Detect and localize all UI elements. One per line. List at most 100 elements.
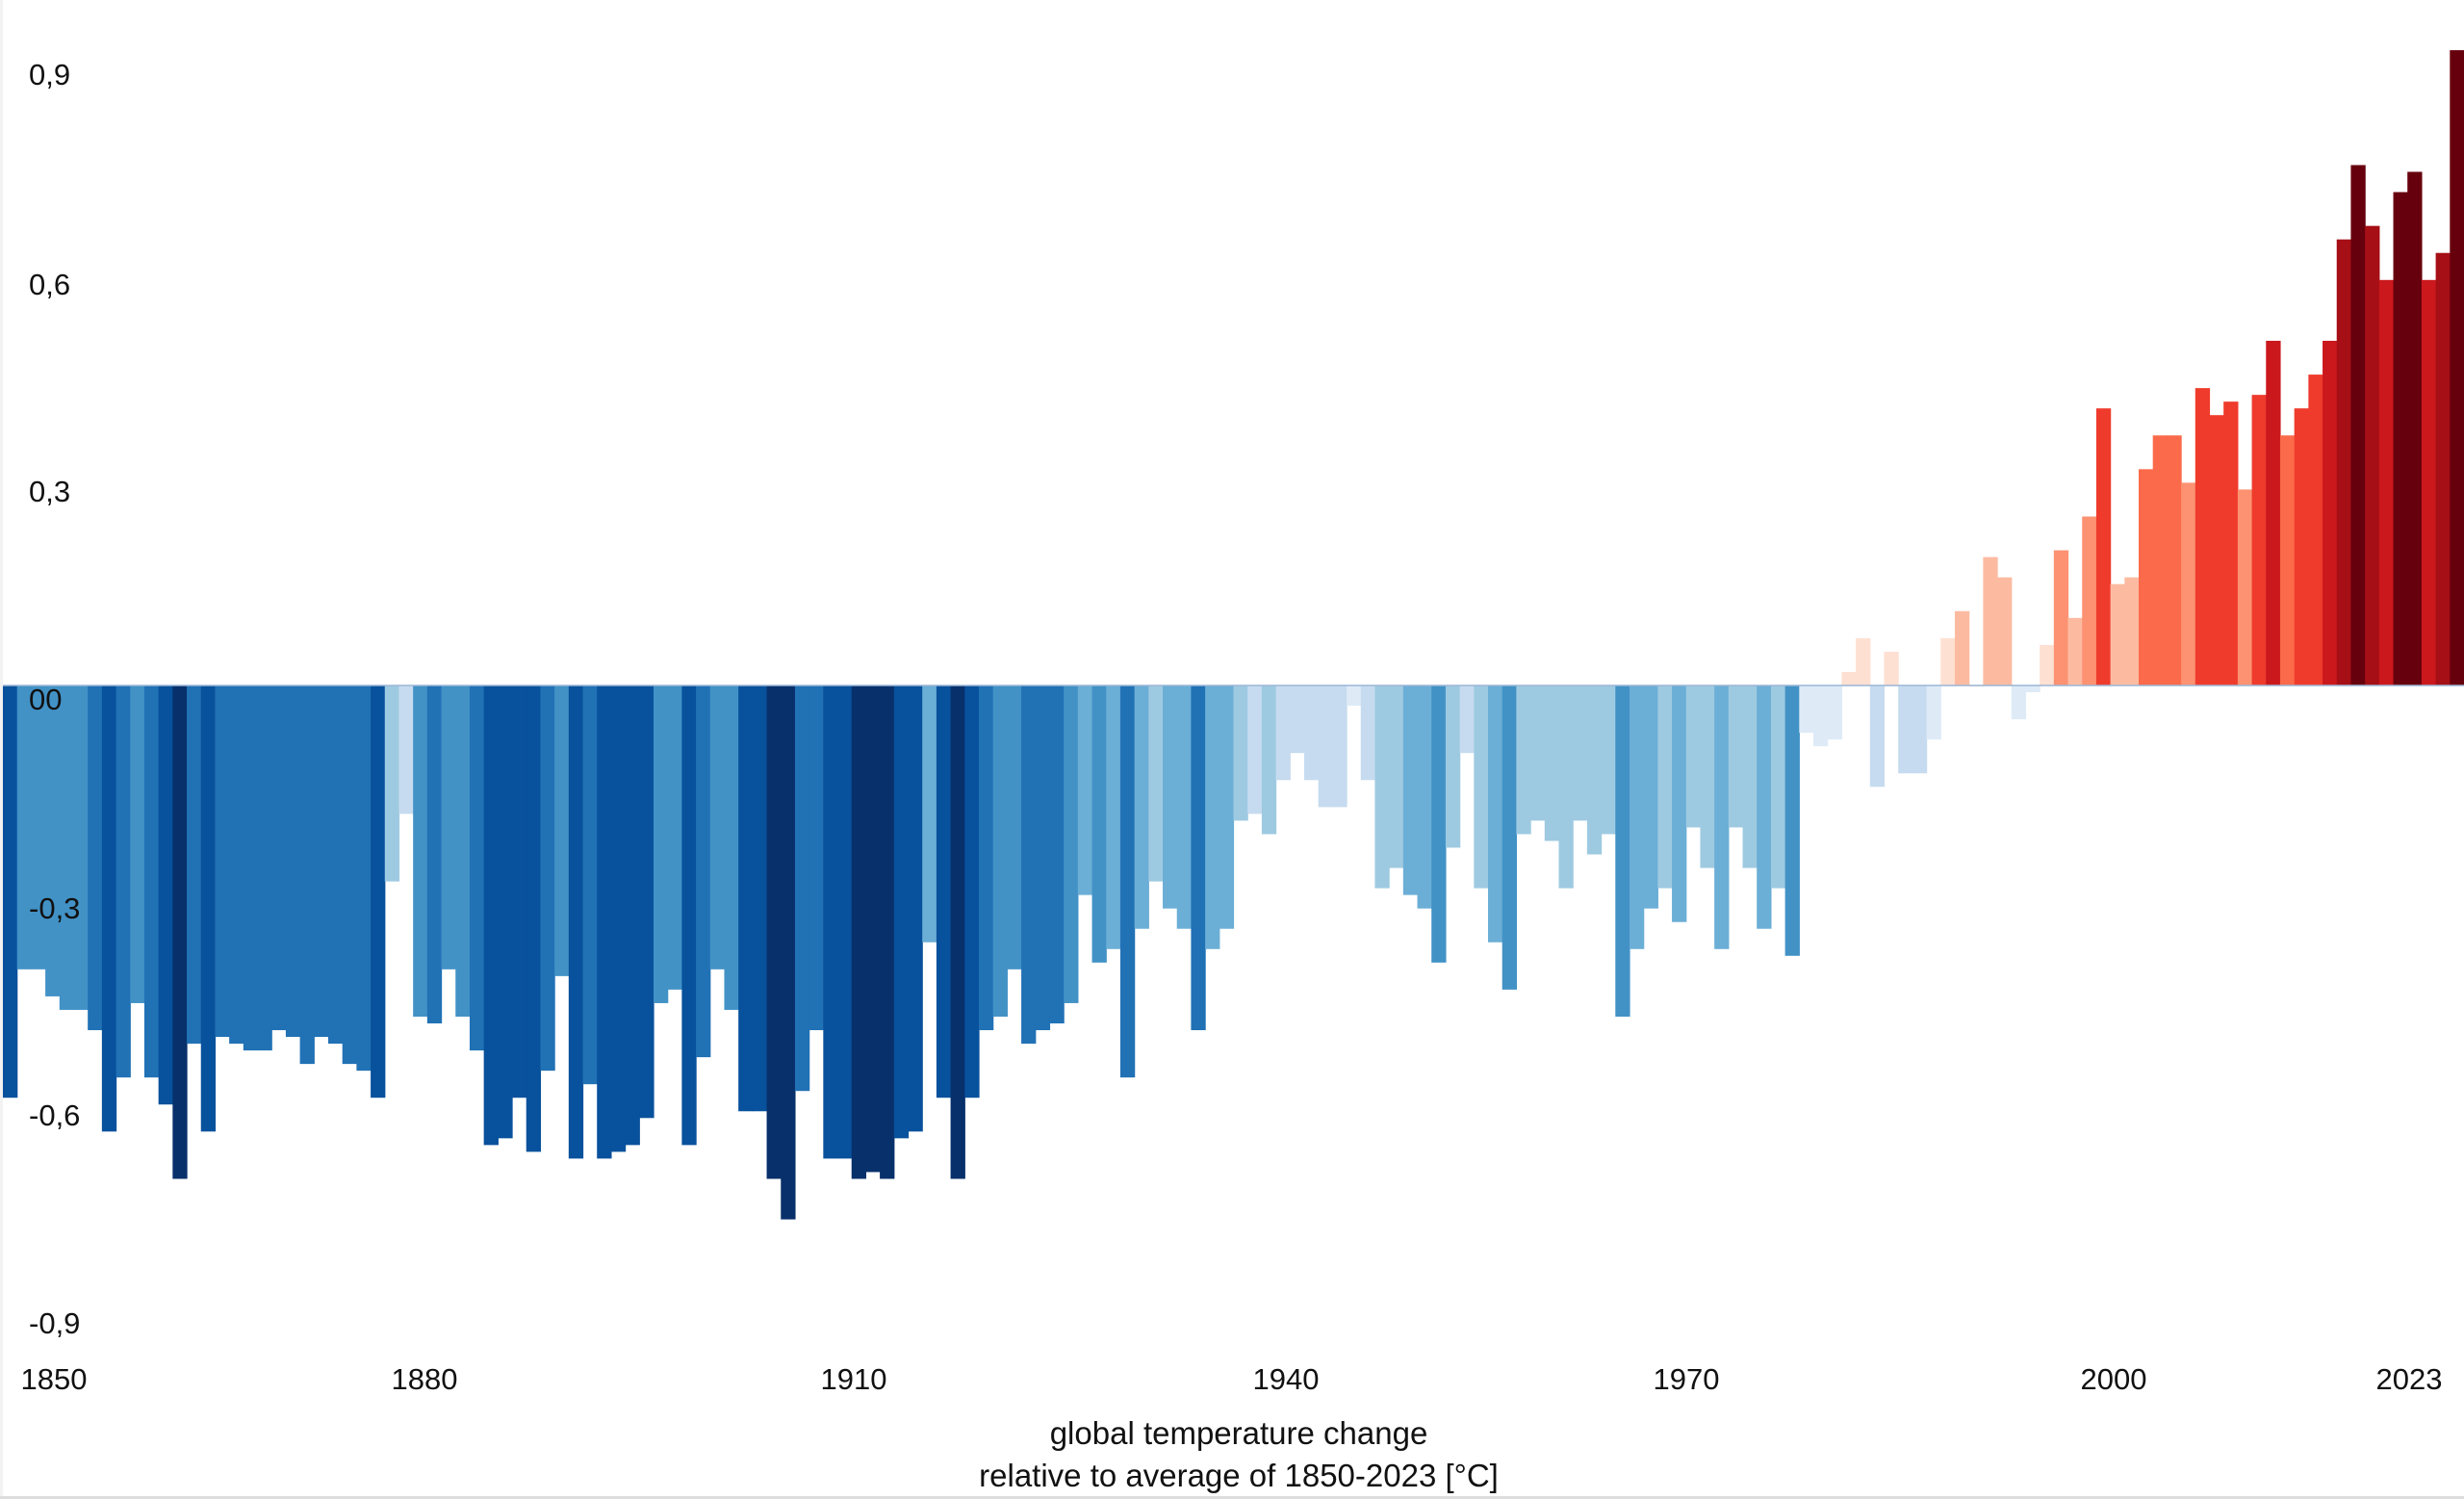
bar-2006 <box>2209 415 2224 685</box>
bar-1944 <box>1332 685 1348 808</box>
bar-1876 <box>371 685 386 1098</box>
bar-1858 <box>116 685 131 1078</box>
bar-1907 <box>808 685 824 1031</box>
left-edge <box>0 0 3 1499</box>
bar-1999 <box>2110 583 2125 685</box>
bar-1962 <box>1586 685 1603 855</box>
bar-1983 <box>1884 651 1899 685</box>
bar-1932 <box>1163 685 1178 909</box>
bar-1934 <box>1191 685 1206 1031</box>
bar-1981 <box>1856 637 1871 685</box>
y-tick-label: 0,3 <box>29 475 71 508</box>
bar-1985 <box>1912 685 1928 774</box>
bar-1887 <box>526 685 542 1152</box>
bar-1893 <box>610 685 627 1152</box>
bar-1971 <box>1714 685 1730 949</box>
bar-1915 <box>922 685 937 943</box>
bar-1986 <box>1926 685 1941 740</box>
bar-1931 <box>1148 685 1164 882</box>
bar-1951 <box>1431 685 1447 963</box>
bar-1850 <box>3 685 18 1098</box>
x-tick-label: 1880 <box>391 1362 458 1396</box>
bar-1923 <box>1035 685 1051 1031</box>
bar-1961 <box>1573 685 1588 821</box>
bar-1874 <box>342 685 357 1065</box>
bar-1994 <box>2040 644 2055 685</box>
bar-2005 <box>2194 388 2211 685</box>
bar-2022 <box>2435 252 2451 685</box>
bar-2009 <box>2251 395 2267 685</box>
bar-1969 <box>1685 685 1702 828</box>
bar-1869 <box>271 685 287 1031</box>
x-tick-label: 1850 <box>20 1362 88 1396</box>
bar-1997 <box>2082 516 2097 685</box>
bar-1860 <box>143 685 160 1078</box>
bar-1927 <box>1091 685 1107 963</box>
bar-1877 <box>384 685 400 882</box>
bar-1866 <box>229 685 244 1045</box>
bar-2017 <box>2365 225 2380 685</box>
bar-1952 <box>1445 685 1461 848</box>
bar-1924 <box>1049 685 1065 1023</box>
bar-1998 <box>2095 408 2112 685</box>
bar-1890 <box>568 685 584 1159</box>
bar-1879 <box>413 685 428 1017</box>
bar-1979 <box>1827 685 1843 740</box>
bar-2015 <box>2336 239 2352 685</box>
bar-1968 <box>1672 685 1687 922</box>
bar-1913 <box>893 685 910 1139</box>
bar-1889 <box>554 685 570 976</box>
bar-1861 <box>158 685 173 1105</box>
x-tick-label: 2023 <box>2375 1362 2443 1396</box>
bar-1900 <box>709 685 726 969</box>
bar-1987 <box>1940 637 1956 685</box>
bar-1871 <box>299 685 315 1065</box>
x-tick-label: 1970 <box>1653 1362 1720 1396</box>
bar-1855 <box>73 685 89 1010</box>
bar-1905 <box>781 685 796 1220</box>
bar-1873 <box>327 685 344 1045</box>
bar-1888 <box>540 685 555 1072</box>
bar-1882 <box>455 685 471 1017</box>
bar-1930 <box>1134 685 1149 929</box>
bar-1991 <box>1997 577 2013 685</box>
bar-1942 <box>1303 685 1320 781</box>
bar-1933 <box>1176 685 1193 929</box>
y-tick-label: -0,9 <box>29 1306 81 1340</box>
bar-1949 <box>1402 685 1419 895</box>
bar-1948 <box>1389 685 1404 868</box>
bar-1939 <box>1261 685 1277 835</box>
bar-1990 <box>1983 556 1998 685</box>
bar-1880 <box>426 685 443 1023</box>
bottom-border <box>0 1496 2464 1499</box>
bar-1955 <box>1488 685 1503 943</box>
x-tick-label: 1940 <box>1252 1362 1320 1396</box>
bar-1857 <box>101 685 117 1132</box>
bar-1868 <box>257 685 272 1051</box>
bar-1965 <box>1629 685 1645 949</box>
bar-1904 <box>766 685 782 1179</box>
bar-1953 <box>1459 685 1475 754</box>
bar-1894 <box>625 685 640 1146</box>
bar-1909 <box>837 685 853 1159</box>
bar-1903 <box>752 685 768 1112</box>
bar-1908 <box>823 685 838 1159</box>
bar-1862 <box>172 685 188 1179</box>
bar-1982 <box>1869 685 1886 788</box>
bar-1937 <box>1233 685 1248 821</box>
bar-1875 <box>356 685 372 1072</box>
bar-1881 <box>441 685 456 969</box>
bar-1992 <box>2011 685 2027 720</box>
bar-2014 <box>2323 340 2338 685</box>
bar-1897 <box>667 685 682 990</box>
bar-1916 <box>936 685 952 1098</box>
bar-1921 <box>1007 685 1022 969</box>
bar-1863 <box>187 685 202 1045</box>
bar-1974 <box>1757 685 1772 929</box>
bar-2023 <box>2450 50 2464 686</box>
y-tick-label: 0,6 <box>29 268 71 301</box>
bar-1926 <box>1077 685 1093 895</box>
bar-1975 <box>1770 685 1786 889</box>
bar-1870 <box>285 685 301 1038</box>
bar-2021 <box>2421 279 2437 685</box>
